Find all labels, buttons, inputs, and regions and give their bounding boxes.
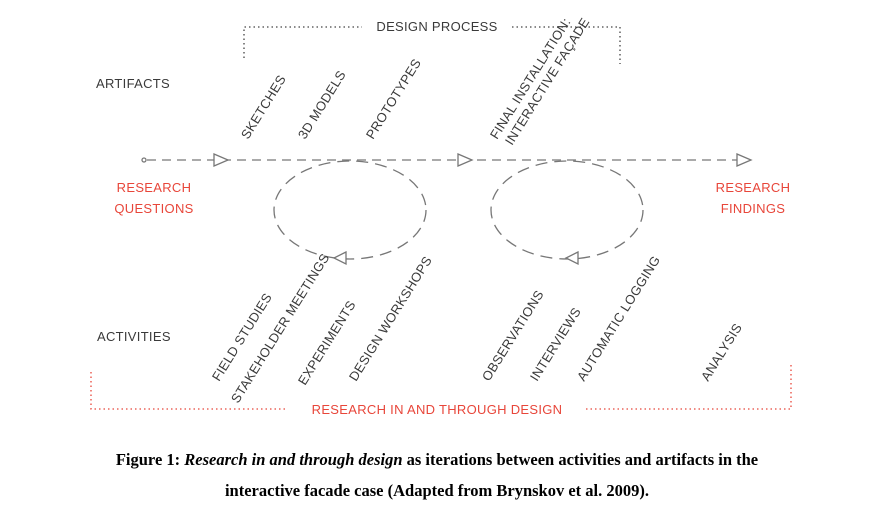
research-findings-line1: RESEARCH [716, 180, 791, 195]
caption-line2: interactive facade case (Adapted from Br… [224, 481, 650, 500]
activity-analysis: ANALYSIS [698, 320, 745, 383]
caption-prefix: Figure 1: [115, 450, 185, 469]
research-questions-line1: RESEARCH [117, 180, 192, 195]
figure-caption: Figure 1: Research in and through design… [0, 444, 874, 506]
activity-automatic-logging: AUTOMATIC LOGGING [574, 253, 663, 384]
artifact-interactive-facade: INTERACTIVE FAÇADE [502, 15, 593, 148]
caption-line1: Figure 1: Research in and through design… [0, 444, 874, 475]
caption-italic: Research in and through design [184, 450, 403, 469]
research-findings-line2: FINDINGS [721, 201, 786, 216]
research-bracket [90, 364, 792, 410]
artifacts-label: ARTIFACTS [96, 76, 170, 91]
design-process-bracket [243, 26, 621, 64]
caption-line1-rest: as iterations between activities and art… [402, 450, 759, 469]
artifact-sketches: SKETCHES [238, 72, 289, 141]
diagram: DESIGN PROCESS ARTIFACTS ACTIVITIES SKET… [90, 15, 792, 417]
activity-design-workshops: DESIGN WORKSHOPS [346, 253, 435, 383]
iteration-loops [273, 160, 644, 266]
artifact-final-installation: FINAL INSTALLATION: [487, 15, 574, 142]
artifact-3d-models: 3D MODELS [295, 68, 349, 142]
process-arrow [141, 153, 753, 167]
design-process-label: DESIGN PROCESS [376, 19, 497, 34]
activities-label: ACTIVITIES [97, 329, 171, 344]
research-through-design-label: RESEARCH IN AND THROUGH DESIGN [312, 402, 563, 417]
research-questions-line2: QUESTIONS [114, 201, 193, 216]
artifact-prototypes: PROTOTYPES [363, 56, 424, 142]
